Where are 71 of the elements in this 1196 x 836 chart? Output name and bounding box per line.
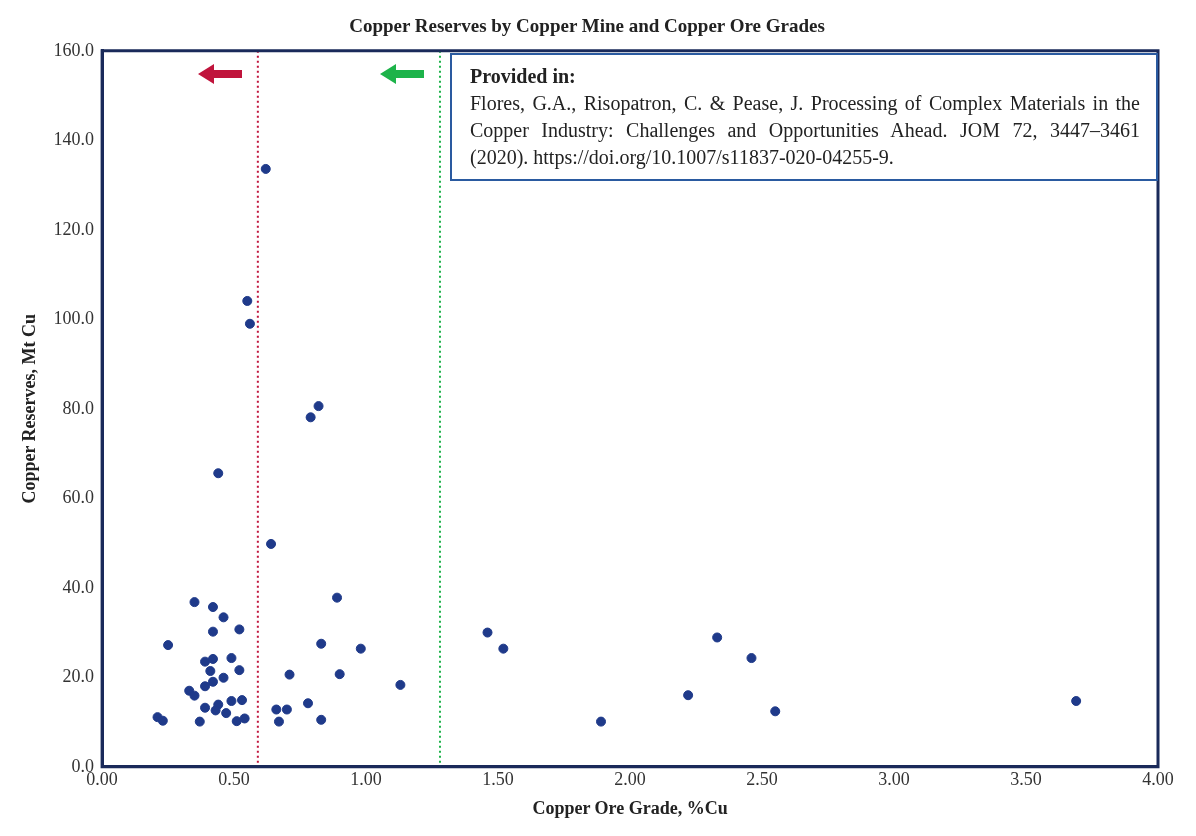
x-tick-label: 3.00 <box>878 769 910 790</box>
x-tick-label: 0.50 <box>218 769 250 790</box>
point <box>234 624 245 635</box>
point <box>305 412 316 423</box>
point <box>221 708 232 719</box>
y-tick-label: 80.0 <box>62 397 95 418</box>
point <box>189 597 200 608</box>
y-tick-label: 100.0 <box>53 308 95 329</box>
annotation: Flores, G.A., Risopatron, C. & Pease, J. Processing of Complex Materials in the Copper Industry: Challenges and Opportunities Ahead. JOM 72, 3447–3461 (2020). https://doi.org/10.1007/s11837-020-04255-9. <box>469 90 1140 171</box>
y-axis-title: Copper Reserves, Mt Cu <box>19 313 40 504</box>
point <box>683 690 694 701</box>
point <box>207 653 218 664</box>
point <box>273 716 284 727</box>
point <box>200 656 211 667</box>
point <box>237 695 248 706</box>
point <box>482 627 493 638</box>
point <box>218 672 229 683</box>
point <box>200 681 211 692</box>
point <box>205 666 216 677</box>
point <box>210 705 221 716</box>
y-tick-label: 40.0 <box>62 576 95 597</box>
point <box>213 468 224 479</box>
point <box>260 163 271 174</box>
x-tick-label: 3.50 <box>1010 769 1042 790</box>
point <box>313 401 324 412</box>
point <box>303 698 313 709</box>
annotation: Provided in: <box>469 63 577 89</box>
y-tick-label: 20.0 <box>62 666 95 687</box>
point <box>207 626 218 637</box>
point <box>284 669 295 680</box>
point <box>157 715 168 726</box>
point <box>355 643 366 654</box>
point <box>498 643 509 654</box>
point <box>231 716 242 727</box>
point <box>194 716 205 727</box>
y-tick-label: 140.0 <box>53 129 95 150</box>
point <box>200 702 211 713</box>
point <box>712 632 723 643</box>
point <box>242 295 253 306</box>
point <box>316 714 327 725</box>
point <box>226 696 237 707</box>
point <box>334 669 345 680</box>
point <box>207 676 218 687</box>
point <box>271 704 282 715</box>
x-tick-label: 2.50 <box>746 769 778 790</box>
x-axis-title: Copper Ore Grade, %Cu <box>532 797 728 818</box>
point <box>189 690 200 701</box>
point <box>1071 696 1082 707</box>
point <box>226 653 237 664</box>
point <box>218 612 229 623</box>
point <box>596 716 607 727</box>
point <box>770 706 781 717</box>
x-tick-label: 2.00 <box>614 769 646 790</box>
x-tick-label: 1.50 <box>482 769 514 790</box>
point <box>266 538 277 549</box>
point <box>239 713 250 724</box>
point <box>746 653 757 664</box>
x-tick-label: 1.00 <box>350 769 382 790</box>
chart-title: Copper Reserves by Copper Mine and Copper Ore Grades <box>349 15 825 37</box>
y-tick-label: 120.0 <box>53 218 95 239</box>
y-tick-label: 60.0 <box>62 487 95 508</box>
point <box>207 602 218 613</box>
point <box>244 318 255 329</box>
y-tick-label: 160.0 <box>53 39 95 60</box>
point <box>332 592 343 603</box>
x-tick-label: 4.00 <box>1142 769 1174 790</box>
point <box>316 638 327 649</box>
point <box>395 679 406 690</box>
point <box>234 665 245 676</box>
point <box>163 640 174 651</box>
point <box>281 704 292 715</box>
